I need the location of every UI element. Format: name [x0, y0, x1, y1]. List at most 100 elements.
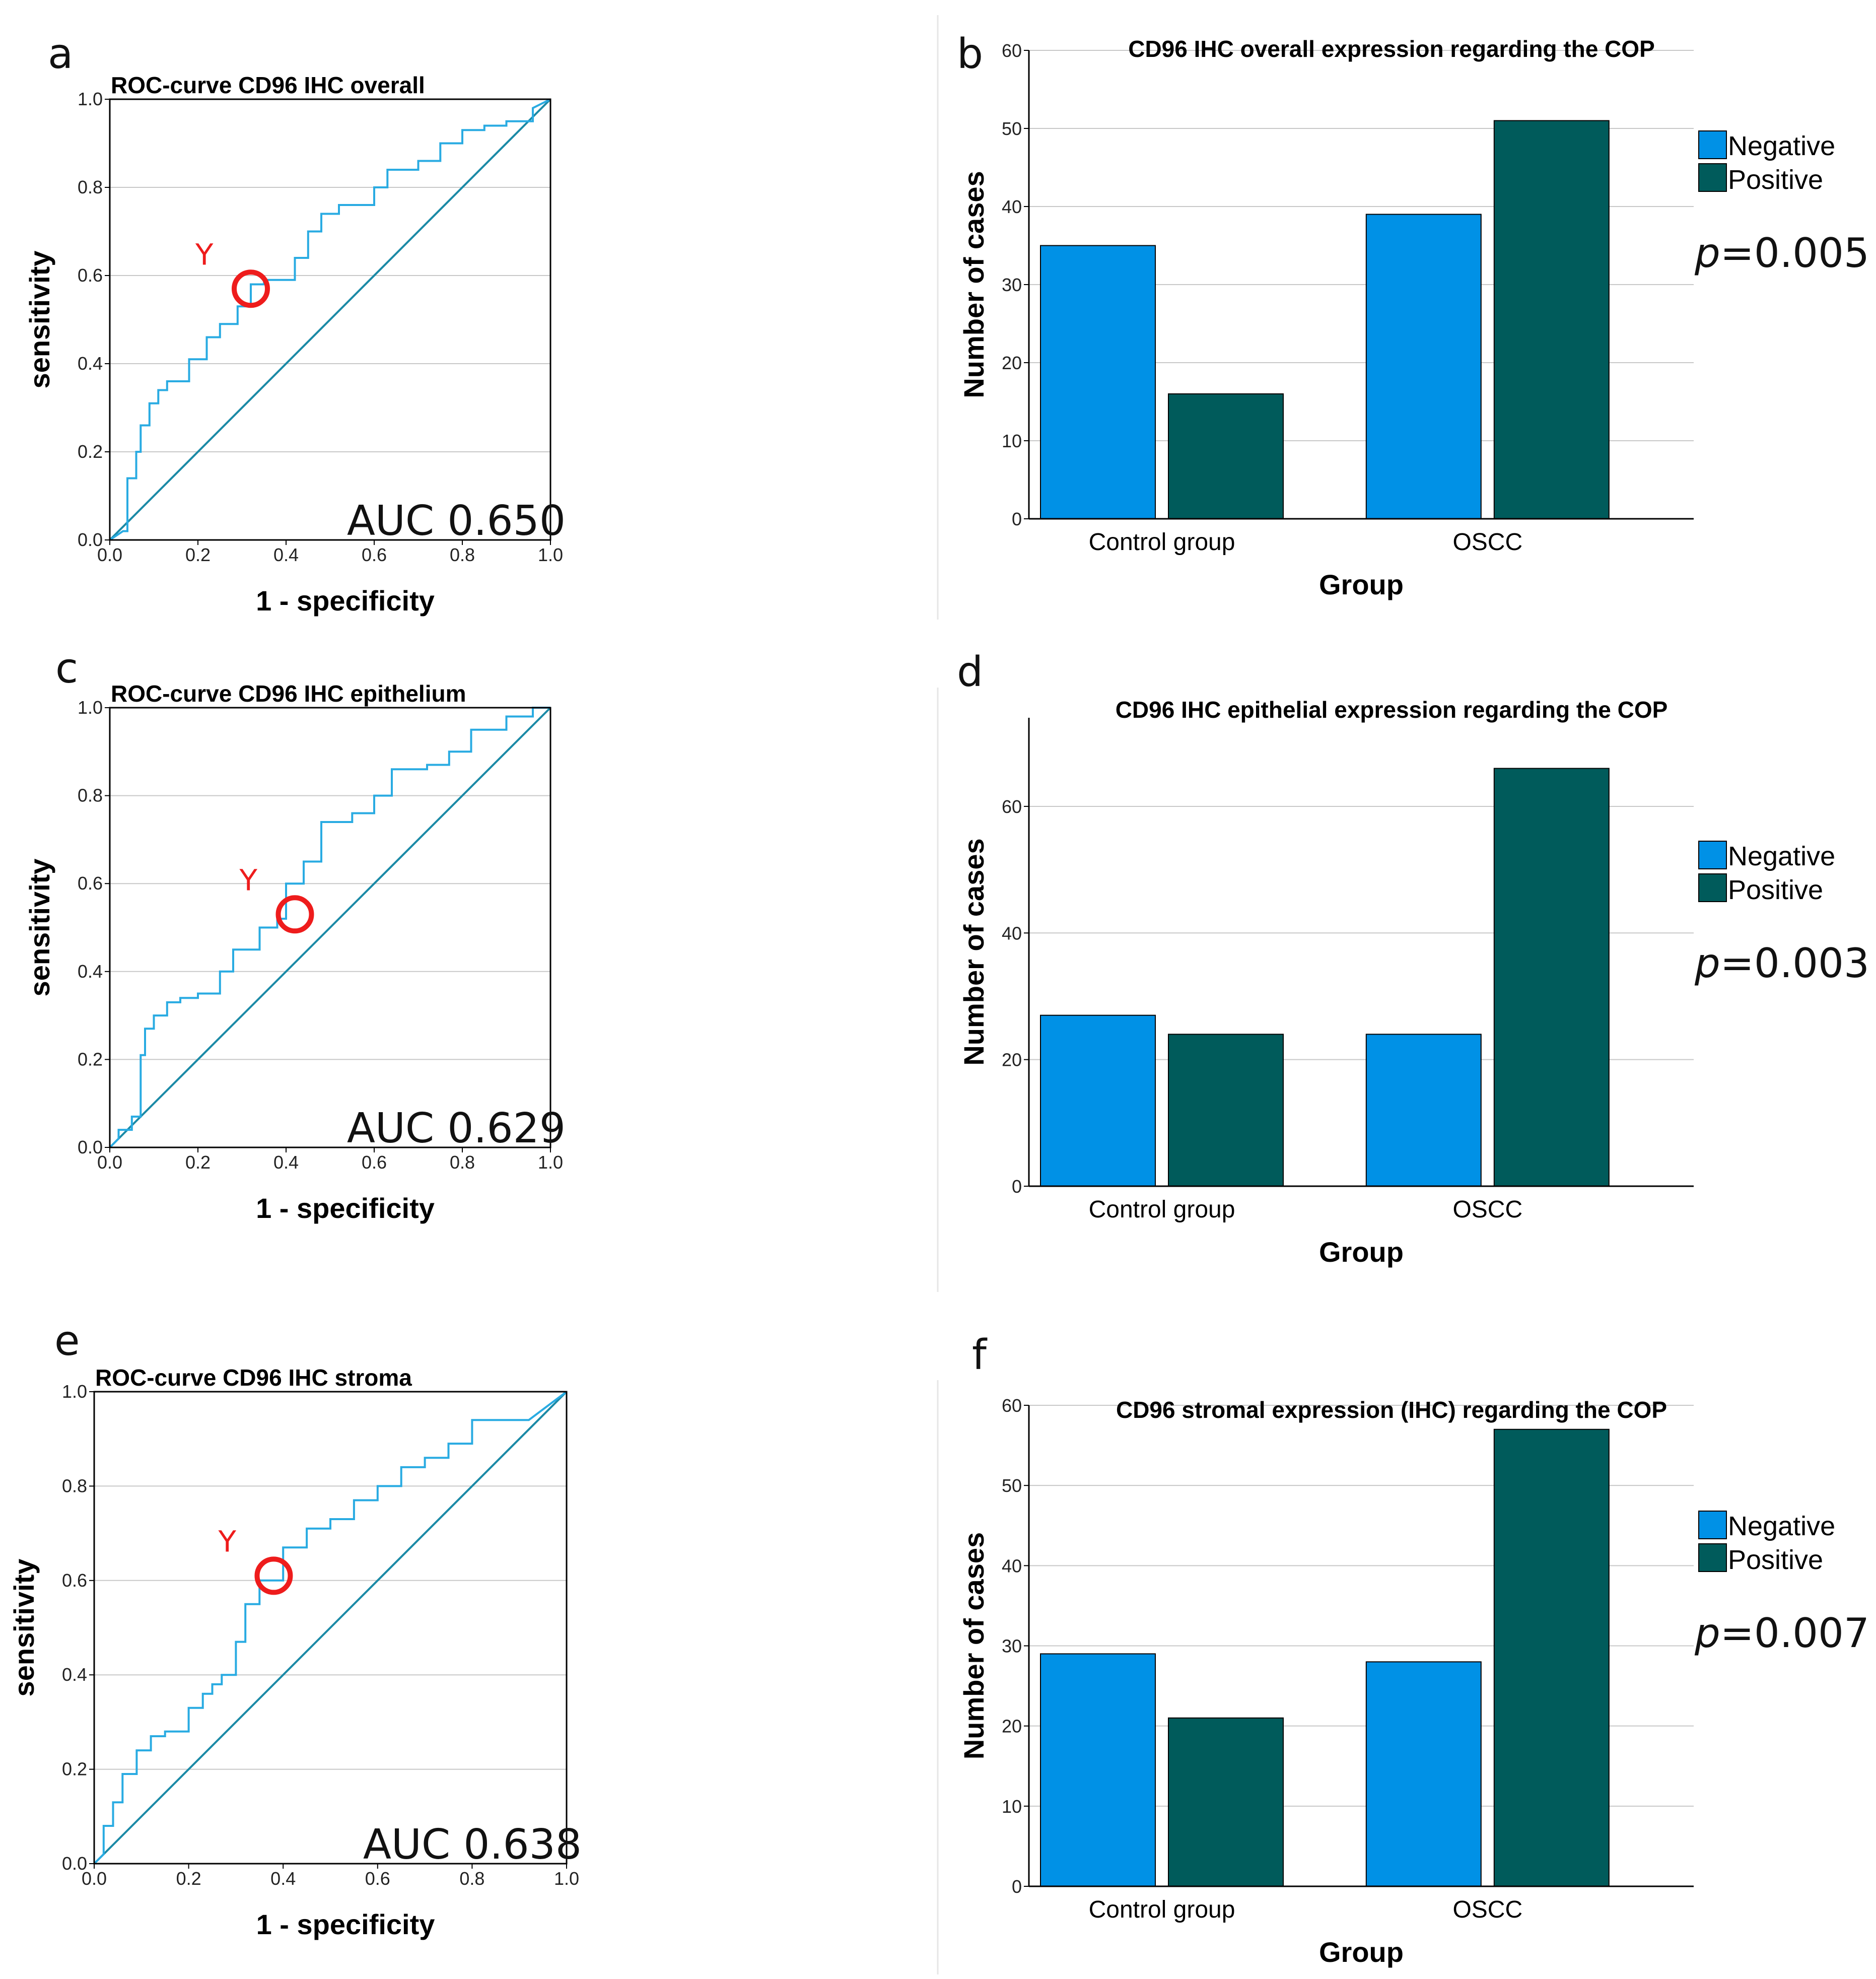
y-tick-label: 40 [1002, 923, 1022, 943]
bar-positive-control [1168, 1717, 1284, 1887]
y-tick-label: 20 [1002, 353, 1022, 373]
panel-label-b: b [957, 30, 983, 78]
x-tick-label: 0.6 [365, 1868, 390, 1889]
x-tick-label: 0.8 [450, 544, 475, 565]
p-value: p=0.005 [1694, 230, 1869, 277]
x-tick-label: 0.8 [450, 1152, 475, 1173]
y-tick-label: 1.0 [78, 697, 103, 718]
legend-label-positive: Positive [1728, 165, 1823, 195]
roc-chart-overall: 0.00.0 0.2 0.2 0.4 0.4 0.6 0.6 0.8 0.8 1.0 1.0 ROC… [24, 72, 566, 617]
x-tick-label: 0.2 [185, 1152, 211, 1173]
chart-title: ROC-curve CD96 IHC stroma [95, 1364, 412, 1391]
x-tick-label: 0.2 [185, 544, 211, 565]
x-tick-label: 0.4 [273, 544, 299, 565]
marker-y-label: Y [195, 237, 214, 271]
y-axis-title: Number of cases [958, 171, 990, 398]
y-tick-label: 0.2 [62, 1759, 87, 1780]
category-label: Control group [1089, 529, 1235, 556]
category-label: OSCC [1452, 529, 1522, 556]
y-tick-label: 0.6 [78, 873, 103, 894]
y-axis-title: sensitivity [8, 1559, 40, 1697]
auc-label: AUC 0.650 [347, 497, 566, 545]
legend-label-negative: Negative [1728, 131, 1835, 161]
bar-negative-control [1040, 1653, 1156, 1887]
panel-label-c: c [55, 645, 78, 693]
roc-chart-stroma: 0.00.0 0.2 0.2 0.4 0.4 0.6 0.6 0.8 0.8 1.0 1.0 ROC… [8, 1364, 582, 1940]
roc-curve [109, 707, 550, 1148]
y-tick-label: 0.4 [62, 1664, 87, 1685]
y-tick-label: 0.8 [78, 177, 103, 197]
category-label: OSCC [1452, 1896, 1522, 1923]
auc-label: AUC 0.638 [363, 1821, 582, 1869]
y-tick-label: 0.4 [78, 961, 103, 982]
chart-title: CD96 IHC overall expression regarding th… [1128, 36, 1655, 62]
category-label: Control group [1089, 1896, 1235, 1923]
y-tick-label: 40 [1002, 1555, 1022, 1576]
marker-y-label: Y [218, 1524, 236, 1558]
x-axis-title: Group [1319, 1236, 1404, 1268]
legend-swatch-positive [1698, 1543, 1727, 1572]
plot-frame [93, 1391, 568, 1865]
y-axis-title: sensitivity [24, 859, 55, 997]
y-tick-label: 50 [1002, 1475, 1022, 1496]
x-tick-label: 1.0 [554, 1868, 579, 1889]
y-tick-label: 0.0 [78, 1137, 103, 1157]
p-value: p=0.007 [1694, 1610, 1869, 1657]
legend-swatch-positive [1698, 873, 1727, 902]
bar-positive-oscc [1493, 768, 1610, 1187]
bar-chart-overall: 0 10 20 30 40 50 60 CD96 IHC overall expressio… [958, 36, 1869, 600]
reference-diagonal [109, 98, 551, 541]
x-tick-label: 1.0 [538, 544, 563, 565]
y-tick-label: 0.2 [78, 441, 103, 462]
bar-negative-control [1040, 245, 1156, 519]
y-tick-label: 20 [1002, 1716, 1022, 1737]
y-tick-label: 60 [1002, 796, 1022, 817]
panel-label-a: a [48, 30, 73, 78]
y-tick-label: 50 [1002, 118, 1022, 139]
y-tick-label: 0.6 [62, 1570, 87, 1591]
y-tick-label: 0.6 [78, 265, 103, 286]
x-axis-title: Group [1319, 1936, 1404, 1968]
x-tick-label: 0.2 [176, 1868, 201, 1889]
y-axis-title: Number of cases [958, 1532, 990, 1759]
bar-negative-oscc [1365, 1661, 1482, 1887]
x-axis-title: 1 - specificity [256, 1908, 435, 1940]
panel-label-e: e [54, 1317, 80, 1365]
legend-swatch-negative [1698, 841, 1727, 869]
plot-frame [109, 98, 551, 541]
y-tick-label: 60 [1002, 1395, 1022, 1416]
bar-chart-epithelium: 0 20 40 60 CD96 IHC epithelial expression r… [958, 697, 1869, 1268]
x-axis-title: 1 - specificity [256, 1192, 435, 1224]
legend-label-negative: Negative [1728, 841, 1835, 871]
bar-positive-oscc [1493, 1428, 1610, 1887]
x-axis-title: Group [1319, 569, 1404, 600]
y-tick-label: 10 [1002, 1796, 1022, 1817]
y-tick-label: 0.8 [78, 785, 103, 806]
x-tick-label: 1.0 [538, 1152, 563, 1173]
plot-frame [109, 707, 551, 1148]
marker-y-label: Y [239, 863, 258, 897]
y-tick-label: 1.0 [78, 89, 103, 109]
x-tick-label: 0.6 [362, 544, 387, 565]
chart-title: CD96 IHC epithelial expression regarding… [1116, 697, 1668, 723]
y-tick-label: 0.4 [78, 353, 103, 374]
x-tick-label: 0.0 [97, 544, 122, 565]
legend-label-positive: Positive [1728, 875, 1823, 905]
bar-positive-control [1168, 1034, 1284, 1187]
legend-swatch-positive [1698, 163, 1727, 192]
reference-diagonal [93, 1391, 568, 1865]
y-tick-label: 30 [1002, 1636, 1022, 1657]
x-tick-label: 0.4 [273, 1152, 299, 1173]
auc-label: AUC 0.629 [347, 1105, 566, 1152]
x-tick-label: 0.8 [459, 1868, 484, 1889]
y-tick-label: 0.0 [62, 1853, 87, 1874]
x-tick-label: 0.0 [82, 1868, 107, 1889]
y-tick-label: 60 [1002, 40, 1022, 61]
youden-marker [254, 1556, 293, 1595]
youden-marker [232, 269, 270, 308]
y-tick-label: 40 [1002, 196, 1022, 217]
x-axis-title: 1 - specificity [256, 585, 435, 617]
bar-negative-control [1040, 1014, 1156, 1187]
panel-label-d: d [957, 648, 983, 696]
